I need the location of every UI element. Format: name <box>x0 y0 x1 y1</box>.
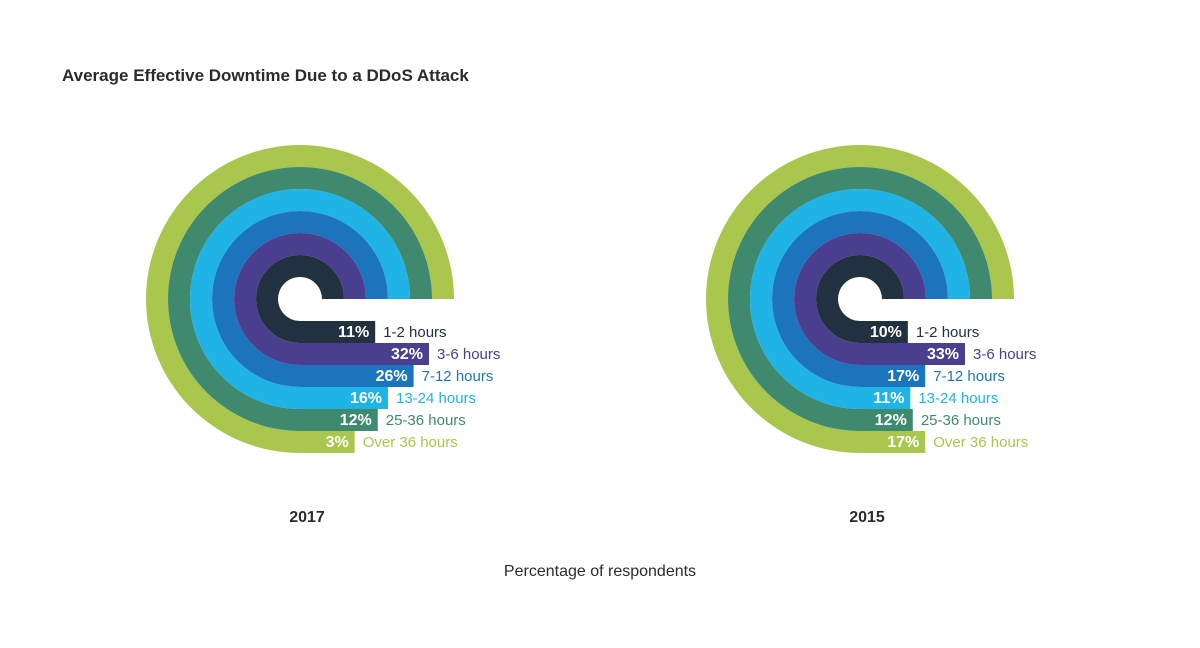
band-2017-3 <box>212 211 414 387</box>
chart-year-2017: 2017 <box>289 509 325 526</box>
value-label-2017-1: 11% <box>338 324 369 341</box>
category-label-2015-3: 7-12 hours <box>933 368 1005 385</box>
axis-caption: Percentage of respondents <box>503 563 697 580</box>
band-2015-1 <box>816 255 908 343</box>
category-label-2015-5: 25-36 hours <box>921 412 1001 429</box>
category-label-2017-3: 7-12 hours <box>422 368 494 385</box>
category-label-2017-4: 13-24 hours <box>396 390 476 407</box>
band-2017-2 <box>234 233 429 365</box>
band-2017-1 <box>256 255 376 343</box>
value-label-2015-2: 33% <box>927 346 959 363</box>
value-label-2017-5: 12% <box>340 412 372 429</box>
value-label-2017-4: 16% <box>350 390 382 407</box>
category-label-2017-5: 25-36 hours <box>386 412 466 429</box>
value-label-2015-1: 10% <box>870 324 902 341</box>
value-label-2015-5: 12% <box>875 412 907 429</box>
category-label-2015-6: Over 36 hours <box>933 434 1028 451</box>
value-label-2015-3: 17% <box>887 368 919 385</box>
chart-2015: 17% Over 36 hours 12% 25-36 hours 11% 13-24 h… <box>706 145 1036 526</box>
category-label-2017-6: Over 36 hours <box>363 434 458 451</box>
category-label-2017-2: 3-6 hours <box>437 346 500 363</box>
value-label-2015-4: 11% <box>873 390 904 407</box>
value-label-2017-2: 32% <box>391 346 423 363</box>
value-label-2015-6: 17% <box>887 434 919 451</box>
category-label-2015-1: 1-2 hours <box>916 324 979 341</box>
category-label-2015-4: 13-24 hours <box>918 390 998 407</box>
chart-year-2015: 2015 <box>849 509 885 526</box>
chart-title: Average Effective Downtime Due to a DDoS… <box>62 66 469 85</box>
band-2015-2 <box>794 233 965 365</box>
category-label-2015-2: 3-6 hours <box>973 346 1036 363</box>
value-label-2017-6: 3% <box>326 434 349 451</box>
value-label-2017-3: 26% <box>376 368 408 385</box>
category-label-2017-1: 1-2 hours <box>383 324 446 341</box>
